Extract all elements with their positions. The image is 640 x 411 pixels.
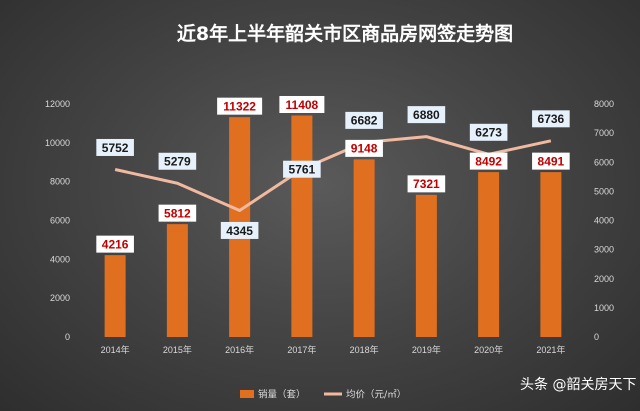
bar-value-label-box <box>469 152 508 170</box>
y-right-tick-label: 4000 <box>594 216 614 226</box>
bar-value-label: 11322 <box>223 99 256 113</box>
right-axis-ticks: 0 1000 2000 3000 4000 5000 6000 7000 8000 <box>594 99 614 342</box>
bar <box>353 159 375 337</box>
y-left-tick-label: 8000 <box>50 177 70 187</box>
x-tick-label: 2019年 <box>412 344 441 355</box>
line-value-label: 6273 <box>475 126 502 140</box>
y-left-tick-label: 12000 <box>45 99 70 109</box>
line-value-label: 5761 <box>289 163 316 177</box>
legend-swatch-bar <box>240 390 254 398</box>
line-path <box>114 135 552 212</box>
line-value-label-box <box>469 123 508 141</box>
bar-value-label-box <box>345 139 383 157</box>
line-value-label-box <box>158 152 197 170</box>
line-series <box>114 135 552 212</box>
bar <box>415 194 437 337</box>
bar-value-label: 8491 <box>538 154 565 168</box>
watermark: 头条 @韶关房天下 <box>520 376 636 393</box>
line-value-label-box <box>283 160 321 178</box>
bar-value-label-box <box>96 235 134 253</box>
y-left-tick-label: 0 <box>65 332 70 342</box>
bar-value-label-box <box>532 152 570 170</box>
line-value-label: 6880 <box>413 108 440 122</box>
y-right-tick-label: 8000 <box>594 99 614 109</box>
chart-title: 近8年上半年韶关市区商品房网签走势图 <box>177 22 513 45</box>
bar-value-label: 11408 <box>286 98 319 112</box>
bar-value-label-box <box>279 95 325 113</box>
x-tick-label: 2020年 <box>474 344 503 355</box>
x-axis-ticks: 2014年 2015年 2016年 2017年 2018年 2019年 2020年 2021年 <box>101 344 566 355</box>
legend-label-line: 均价（元/㎡） <box>346 389 406 401</box>
x-tick-label: 2017年 <box>287 344 316 355</box>
line-value-label-box <box>345 111 383 129</box>
y-left-tick-label: 10000 <box>45 138 70 148</box>
line-value-label: 4345 <box>226 224 253 238</box>
bar <box>166 224 188 337</box>
bar-value-label: 7321 <box>413 177 440 191</box>
bar-value-label: 8492 <box>475 154 502 168</box>
line-value-label: 5752 <box>102 141 129 155</box>
line-value-label-box <box>407 106 446 124</box>
line-value-label: 6682 <box>351 114 378 128</box>
line-value-label-box <box>96 138 134 156</box>
bar <box>291 115 313 338</box>
bar-series <box>104 115 562 338</box>
x-tick-label: 2016年 <box>225 344 254 355</box>
data-labels: 4216 5812 11322 11408 9148 7321 8492 8491 5752 52… <box>96 95 570 253</box>
line-value-label-box <box>532 110 570 128</box>
bar <box>540 172 562 337</box>
bar <box>104 255 126 337</box>
bar-value-label: 4216 <box>102 237 129 251</box>
y-right-tick-label: 3000 <box>594 245 614 255</box>
x-tick-label: 2015年 <box>163 344 192 355</box>
line-value-label: 5279 <box>164 155 191 169</box>
y-right-tick-label: 7000 <box>594 128 614 138</box>
y-right-tick-label: 0 <box>594 332 599 342</box>
y-right-tick-label: 5000 <box>594 186 614 196</box>
y-right-tick-label: 1000 <box>594 303 614 313</box>
y-left-tick-label: 4000 <box>50 254 70 264</box>
line-value-label-box <box>220 221 259 239</box>
bar <box>478 172 500 337</box>
legend-label-bar: 销量（套） <box>258 389 306 401</box>
legend: 销量（套） 均价（元/㎡） <box>240 389 406 401</box>
bar-value-label-box <box>158 204 197 222</box>
bar-value-label: 9148 <box>351 142 378 156</box>
bar-value-label-box <box>407 175 446 193</box>
y-left-tick-label: 2000 <box>50 293 70 303</box>
left-axis-ticks: 0 2000 4000 6000 8000 10000 12000 <box>45 99 70 342</box>
x-tick-label: 2018年 <box>350 344 379 355</box>
y-right-tick-label: 2000 <box>594 274 614 284</box>
y-right-tick-label: 6000 <box>594 157 614 167</box>
x-tick-label: 2021年 <box>536 344 565 355</box>
x-tick-label: 2014年 <box>101 344 130 355</box>
y-left-tick-label: 6000 <box>50 216 70 226</box>
line-value-label: 6736 <box>538 112 565 126</box>
bar-value-label-box <box>217 97 263 115</box>
bar-value-label: 5812 <box>164 206 191 220</box>
